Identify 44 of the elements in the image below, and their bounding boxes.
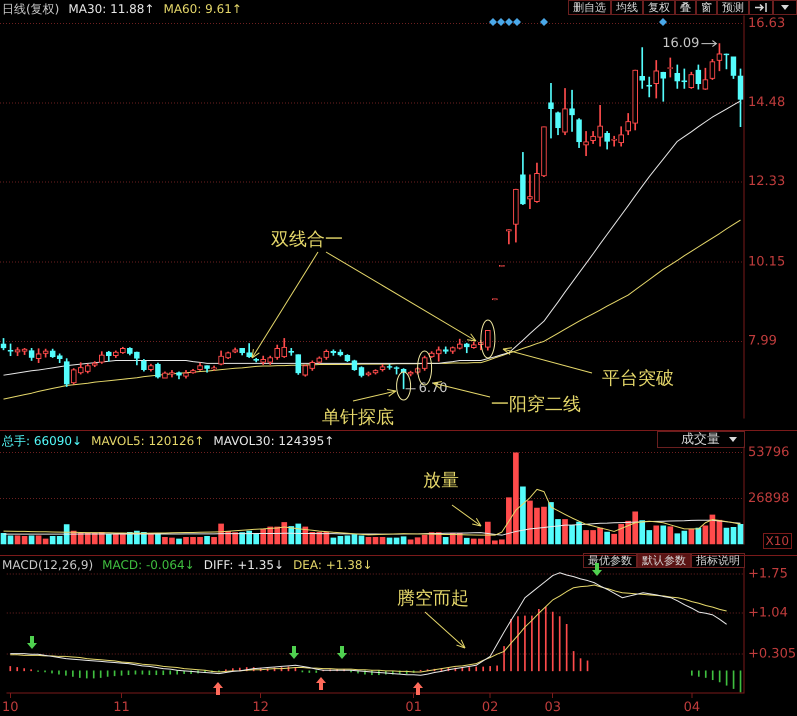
text: MACD: -0.064↓ [102,558,195,572]
x-tick-label: 12 [252,700,269,716]
text: 叠 [680,1,691,14]
text: 复权 [648,1,670,14]
x-tick-label: 02 [482,700,498,716]
annotation: 放量 [423,470,459,491]
y-axis-title: X10 [762,533,792,549]
annotation: 一阳穿二线 [491,394,581,415]
y-tick-label: 7.99 [748,334,777,349]
text: 均线 [616,1,638,14]
annotation: 成交量 [681,432,720,447]
chart-title: 日线(复权) [2,2,60,16]
text: DIFF: +1.35↓ [204,558,284,572]
y-tick-label: +1.75 [748,566,788,582]
annotation: 双线合一 [271,229,343,250]
y-tick-label: +0.305 [748,646,796,662]
text: DEA: +1.38↓ [293,558,373,572]
text: 默认参数 [642,554,686,567]
text: 删自选 [573,1,606,14]
text: MA60: 9.61↑ [163,2,242,16]
text: 预测 [722,1,744,14]
annotation: 平台突破 [602,368,674,389]
x-tick-label: 10 [2,700,19,716]
x-tick-label: 01 [405,700,422,716]
text: MAVOL30: 124395↑ [213,434,334,448]
x-tick-label: 03 [544,700,562,716]
y-tick-label: 14.48 [748,95,786,110]
text: 总手: 66090↓ [2,434,82,448]
x-tick-label: 11 [113,700,130,716]
y-tick-label: +1.04 [748,606,788,621]
y-tick-label: 53796 [748,445,790,460]
y-tick-label: 10.15 [748,254,786,270]
text: 16.09 [662,36,700,51]
chart-title: MACD(12,26,9) [2,558,94,572]
annotation: 单针探底 [322,407,394,428]
annotation: 腾空而起 [397,588,469,609]
x-tick-label: 04 [684,700,700,716]
text: MAVOL5: 120126↑ [91,434,204,448]
text: 指标说明 [696,554,740,567]
y-tick-label: 26898 [748,490,790,506]
text: MA30: 11.88↑ [68,2,154,16]
text: 窗 [701,1,712,14]
y-tick-label: 12.33 [748,174,786,190]
y-tick-label: 16.63 [748,16,786,32]
